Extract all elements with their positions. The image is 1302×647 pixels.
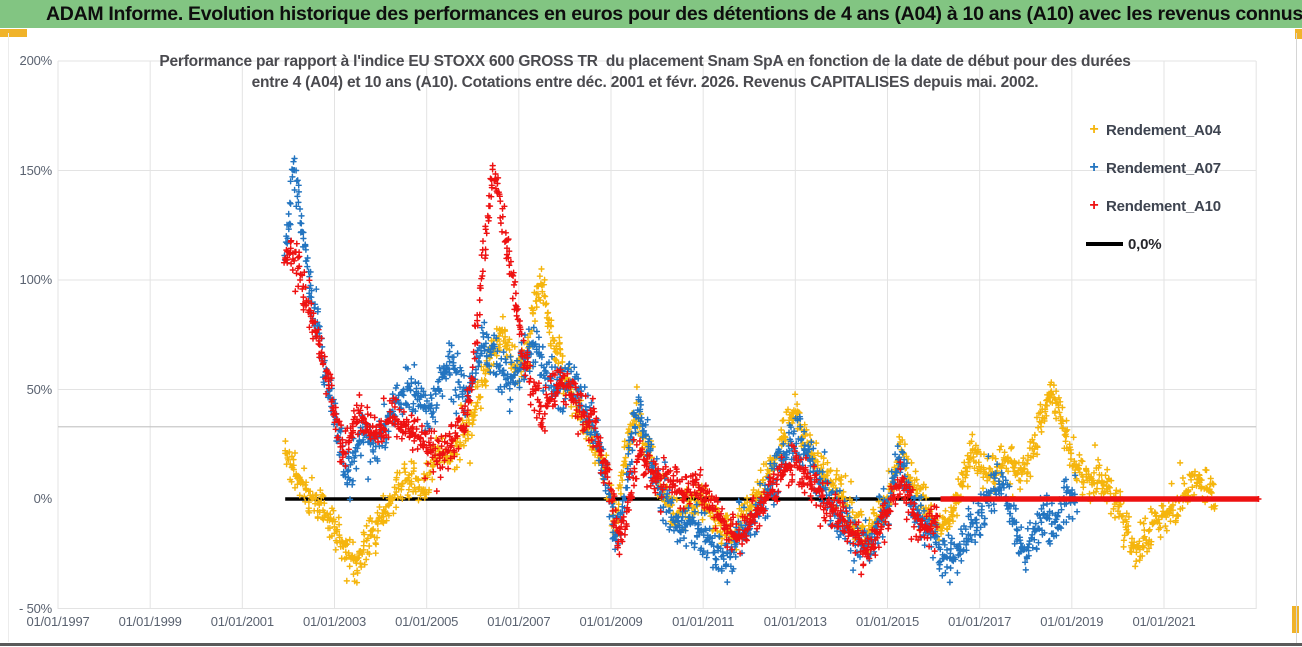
header-band: ADAM Informe. Evolution historique des p… — [0, 0, 1302, 28]
page-title: ADAM Informe. Evolution historique des p… — [46, 3, 1302, 25]
window-bottom-edge — [0, 643, 1302, 646]
x-axis-tick-label: 01/01/2015 — [855, 614, 920, 629]
sheet-right-border — [1296, 33, 1297, 643]
gold-accent-top-right — [1295, 29, 1302, 39]
sheet-column-line — [8, 33, 9, 642]
x-axis-tick-label: 01/01/2009 — [579, 614, 643, 629]
y-axis-tick-label: - 50% — [19, 600, 52, 616]
legend-item-rendement-a07: + Rendement_A07 — [1086, 158, 1296, 178]
legend-label: Rendement_A10 — [1106, 197, 1221, 215]
y-axis-tick-label: 150% — [19, 162, 53, 178]
legend-label: Rendement_A07 — [1106, 159, 1221, 177]
x-axis-tick-label: 01/01/2011 — [672, 614, 735, 629]
chart-title-line2: entre 4 (A04) et 10 ans (A10). Cotations… — [251, 74, 1039, 91]
chart-title-line1: Performance par rapport à l'indice EU ST… — [159, 53, 1131, 70]
x-axis-tick-label: 01/01/2019 — [1040, 614, 1104, 629]
x-axis-tick-label: 01/01/2021 — [1132, 614, 1196, 629]
legend-label: 0,0% — [1128, 235, 1162, 253]
chart-legend: + Rendement_A04 + Rendement_A07 + Rendem… — [1086, 120, 1296, 272]
x-axis-tick-label: 01/01/1999 — [118, 614, 182, 629]
x-axis-tick-label: 01/01/2017 — [948, 614, 1012, 629]
x-axis-tick-label: 01/01/1997 — [26, 614, 90, 629]
legend-item-rendement-a10: + Rendement_A10 — [1086, 196, 1296, 216]
legend-item-rendement-a04: + Rendement_A04 — [1086, 120, 1296, 140]
x-axis-tick-label: 01/01/2003 — [302, 614, 367, 629]
y-axis-tick-label: 0% — [33, 491, 53, 506]
legend-label: Rendement_A04 — [1106, 121, 1221, 139]
gold-accent-top-left — [0, 29, 27, 37]
black-line-swatch-icon — [1086, 242, 1123, 246]
x-axis-tick-label: 01/01/2001 — [210, 614, 274, 629]
x-axis-tick-label: 01/01/2013 — [763, 614, 827, 629]
chart-title: Performance par rapport à l'indice EU ST… — [150, 51, 1140, 93]
plus-marker-icon: + — [1089, 121, 1099, 138]
plus-marker-icon: + — [1089, 159, 1099, 176]
y-axis-tick-label: 100% — [19, 272, 53, 287]
x-axis-tick-label: 01/01/2005 — [395, 614, 459, 629]
y-axis-tick-label: 200% — [19, 53, 53, 68]
gold-accent-bottom-right — [1292, 606, 1299, 633]
y-axis-tick-label: 50% — [26, 381, 53, 397]
plus-marker-icon: + — [1089, 197, 1099, 214]
legend-item-zero-line: 0,0% — [1086, 234, 1296, 254]
x-axis-tick-label: 01/01/2007 — [487, 614, 551, 629]
